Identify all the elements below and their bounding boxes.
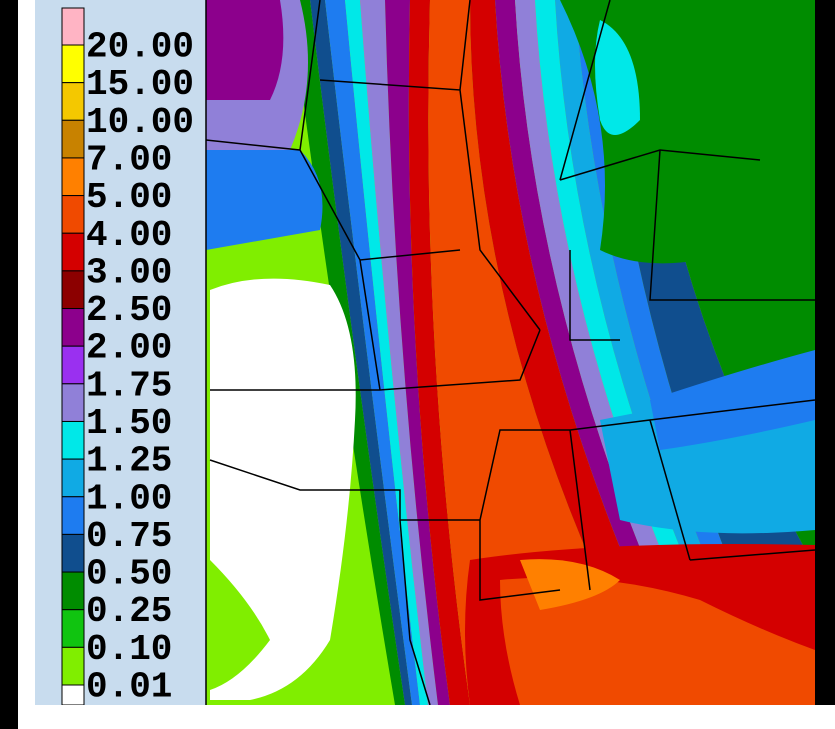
legend-label: 5.00: [86, 177, 172, 218]
legend-swatch: [61, 44, 85, 84]
legend: 20.0015.0010.007.005.004.003.002.502.001…: [61, 7, 194, 708]
gulf-orange: [500, 577, 815, 705]
legend-swatch: [61, 195, 85, 234]
legend-swatch: [61, 571, 85, 611]
bottom-strip: [18, 705, 835, 729]
legend-label: 0.25: [86, 591, 172, 632]
legend-label: 15.00: [86, 64, 194, 105]
legend-label: 10.00: [86, 102, 194, 143]
legend-swatch: [61, 82, 85, 121]
legend-label: 1.50: [86, 403, 172, 444]
legend-swatch: [61, 420, 85, 460]
legend-label: 1.25: [86, 441, 172, 482]
legend-label: 20.00: [86, 27, 194, 68]
legend-label: 1.75: [86, 365, 172, 406]
precip-band: [495, 0, 710, 705]
lake-band: [595, 20, 640, 135]
legend-label: 3.00: [86, 252, 172, 293]
dry-area: [210, 278, 356, 700]
legend-label: 0.50: [86, 554, 172, 595]
legend-label: 0.01: [86, 667, 172, 708]
legend-swatch: [61, 308, 85, 347]
precip-band: [360, 0, 438, 705]
legend-swatch: [61, 232, 85, 272]
precip-band: [515, 0, 730, 705]
legend-label: 0.10: [86, 629, 172, 670]
legend-swatch: [61, 383, 85, 422]
northwest-purple: [206, 0, 284, 100]
legend-label: 1.00: [86, 478, 172, 519]
northwest-blue: [206, 150, 323, 250]
legend-swatch: [61, 609, 85, 648]
legend-swatch: [61, 533, 85, 573]
gulf-core: [520, 559, 620, 610]
left-frame: [0, 0, 18, 729]
right-frame: [815, 0, 835, 705]
legend-label: 2.00: [86, 328, 172, 369]
precip-band: [428, 0, 660, 705]
precip-band: [385, 0, 450, 705]
legend-label: 0.75: [86, 516, 172, 557]
precip-band: [325, 0, 420, 705]
legend-label: 7.00: [86, 139, 172, 180]
legend-swatch: [61, 7, 85, 46]
southeast-blue2: [650, 350, 815, 450]
legend-swatch: [61, 345, 85, 385]
legend-label: 2.50: [86, 290, 172, 331]
precip-band: [535, 0, 750, 705]
state-borders: [205, 0, 816, 706]
light-area: [210, 560, 270, 690]
legend-swatch: [61, 646, 85, 686]
precip-band: [310, 0, 412, 705]
precip-band: [470, 0, 690, 705]
legend-swatch: [61, 119, 85, 159]
precip-band: [345, 0, 428, 705]
precipitation-map: [205, 0, 835, 706]
legend-swatch: [61, 458, 85, 498]
precip-band: [408, 0, 470, 705]
legend-swatch: [61, 496, 85, 535]
legend-swatch: [61, 157, 85, 197]
precip-band: [555, 0, 770, 705]
legend-label: 4.00: [86, 215, 172, 256]
legend-swatch: [61, 270, 85, 310]
legend-swatch: [61, 684, 85, 706]
